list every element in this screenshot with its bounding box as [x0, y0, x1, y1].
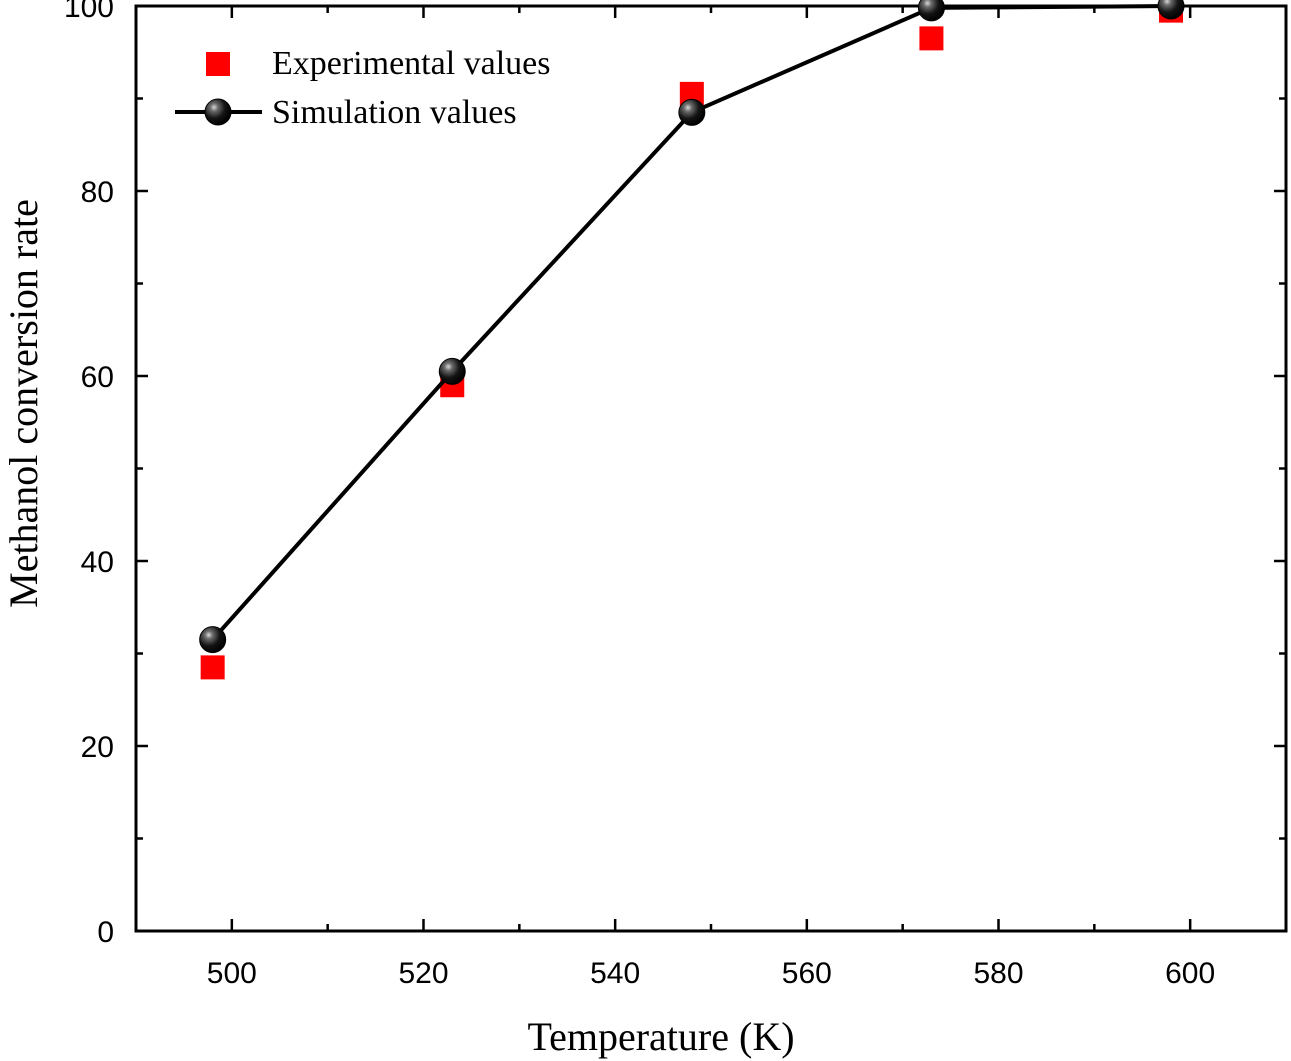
legend-label-simulation: Simulation values [272, 94, 517, 131]
x-tick-label: 520 [398, 957, 448, 990]
experimental-point [919, 26, 944, 51]
x-tick-label: 540 [590, 957, 640, 990]
legend-label-experimental: Experimental values [272, 45, 551, 82]
y-tick-label: 40 [81, 546, 114, 579]
x-axis-title: Temperature (K) [527, 1014, 794, 1059]
y-tick-label: 20 [81, 731, 114, 764]
y-axis-title: Methanol conversion rate [1, 199, 46, 608]
x-tick-label: 560 [782, 957, 832, 990]
x-tick-label: 580 [973, 957, 1023, 990]
experimental-point [200, 655, 225, 680]
simulation-point [678, 98, 706, 126]
simulation-point [1157, 0, 1185, 20]
y-tick-label: 60 [81, 361, 114, 394]
plot-frame [134, 4, 1288, 933]
y-tick-label: 100 [64, 0, 114, 24]
legend-marker-simulation [204, 98, 232, 126]
x-tick-label: 600 [1165, 957, 1215, 990]
simulation-point [438, 357, 466, 385]
simulation-point [917, 0, 945, 22]
y-tick-label: 0 [97, 916, 114, 949]
y-tick-label: 80 [81, 176, 114, 209]
simulation-point [199, 626, 227, 654]
x-tick-label: 500 [207, 957, 257, 990]
legend-marker-experimental [206, 52, 230, 76]
